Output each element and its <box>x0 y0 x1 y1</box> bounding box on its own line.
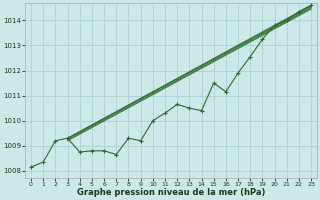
X-axis label: Graphe pression niveau de la mer (hPa): Graphe pression niveau de la mer (hPa) <box>77 188 265 197</box>
